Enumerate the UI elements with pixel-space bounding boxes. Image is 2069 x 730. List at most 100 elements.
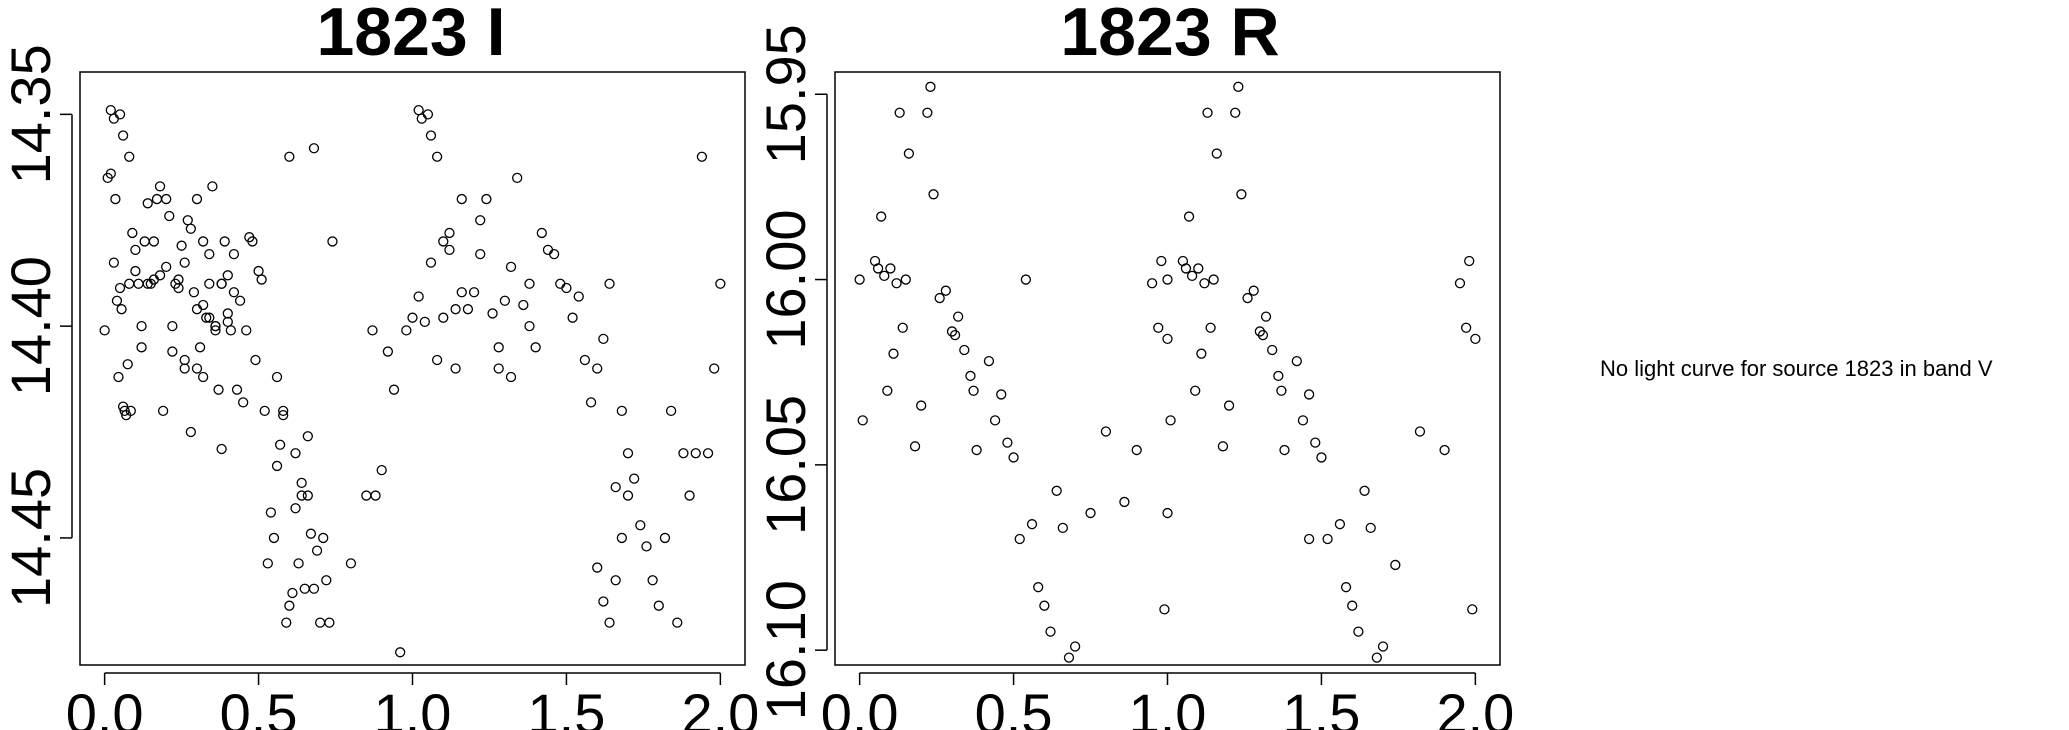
data-point — [641, 541, 652, 552]
y-tick-label: 14.35 — [0, 44, 62, 184]
data-point — [518, 299, 529, 311]
data-point — [1146, 278, 1158, 289]
x-tick-label: 0.0 — [821, 682, 899, 730]
x-tick-label: 1.0 — [374, 682, 452, 730]
data-point — [238, 397, 249, 408]
data-point — [1310, 437, 1321, 448]
data-point — [1183, 211, 1195, 222]
data-point — [493, 363, 504, 374]
data-point — [268, 532, 280, 544]
data-point — [1002, 437, 1013, 448]
data-point — [696, 151, 708, 162]
x-tick-label: 0.5 — [975, 682, 1053, 730]
data-point — [659, 532, 671, 544]
data-point — [622, 490, 634, 501]
data-point — [164, 210, 175, 222]
data-point — [216, 443, 227, 455]
data-point — [1165, 415, 1176, 426]
data-point — [382, 346, 394, 357]
data-point — [487, 308, 498, 319]
data-point — [885, 263, 896, 274]
data-point — [271, 460, 283, 472]
x-tick-label: 2.0 — [681, 682, 759, 730]
data-point — [959, 344, 970, 356]
data-point — [1223, 400, 1235, 411]
data-point — [1233, 81, 1244, 92]
data-point — [1460, 322, 1472, 333]
data-point — [124, 151, 135, 162]
data-point — [367, 325, 378, 336]
data-point — [250, 354, 261, 366]
data-point — [278, 409, 289, 421]
data-point — [1340, 582, 1352, 593]
data-point — [983, 355, 995, 367]
data-point — [124, 278, 135, 289]
data-point — [1439, 444, 1450, 456]
data-point — [1248, 285, 1259, 296]
data-point — [154, 270, 166, 281]
data-point — [231, 384, 243, 395]
x-tick-label: 1.0 — [1129, 682, 1207, 730]
data-point — [179, 354, 190, 366]
data-point — [113, 371, 124, 383]
data-point — [142, 278, 153, 289]
data-point — [318, 532, 329, 544]
data-point — [302, 431, 313, 442]
data-point — [1180, 263, 1192, 274]
data-point — [1211, 148, 1222, 159]
data-point — [108, 257, 120, 268]
data-point — [216, 278, 227, 289]
x-tick-label: 0.0 — [66, 682, 144, 730]
data-point — [204, 312, 215, 323]
data-point — [1297, 415, 1309, 426]
data-point — [127, 227, 138, 239]
data-point — [154, 181, 166, 192]
data-point — [201, 312, 212, 323]
data-point — [167, 320, 178, 332]
data-point — [219, 236, 230, 247]
data-point — [610, 575, 621, 586]
data-point — [161, 193, 172, 205]
data-point — [1162, 333, 1173, 345]
data-point — [299, 583, 310, 594]
data-point — [1316, 452, 1327, 463]
data-point — [610, 481, 621, 493]
data-point — [616, 405, 628, 417]
data-point — [1359, 485, 1370, 496]
data-point — [274, 439, 286, 450]
data-point — [293, 558, 304, 569]
data-point — [536, 227, 547, 239]
data-point — [940, 285, 951, 296]
data-point — [125, 405, 136, 417]
data-point — [653, 600, 664, 611]
data-point — [672, 617, 683, 628]
data-point — [879, 270, 890, 281]
data-point — [425, 257, 437, 268]
data-point — [882, 385, 893, 396]
data-point — [416, 113, 427, 124]
data-point — [110, 193, 121, 205]
data-point — [579, 354, 591, 366]
data-point — [1057, 522, 1068, 534]
data-point — [142, 198, 153, 209]
data-point — [965, 370, 976, 382]
data-point — [241, 325, 252, 336]
data-point — [179, 363, 190, 374]
y-tick-label: 16.00 — [754, 209, 817, 349]
data-point — [228, 287, 240, 298]
data-point — [1353, 626, 1364, 637]
data-point — [456, 193, 467, 205]
data-point — [185, 223, 196, 234]
data-point — [161, 261, 172, 272]
data-point — [555, 278, 566, 289]
y-tick-label: 14.45 — [0, 468, 62, 608]
y-tick-label: 16.10 — [754, 580, 817, 720]
data-point — [1347, 600, 1358, 611]
data-point — [114, 109, 126, 120]
data-point — [1202, 107, 1213, 118]
data-point — [185, 426, 196, 438]
data-point — [136, 342, 147, 353]
data-point — [952, 311, 964, 322]
data-point — [204, 248, 215, 260]
data-point — [247, 236, 258, 247]
